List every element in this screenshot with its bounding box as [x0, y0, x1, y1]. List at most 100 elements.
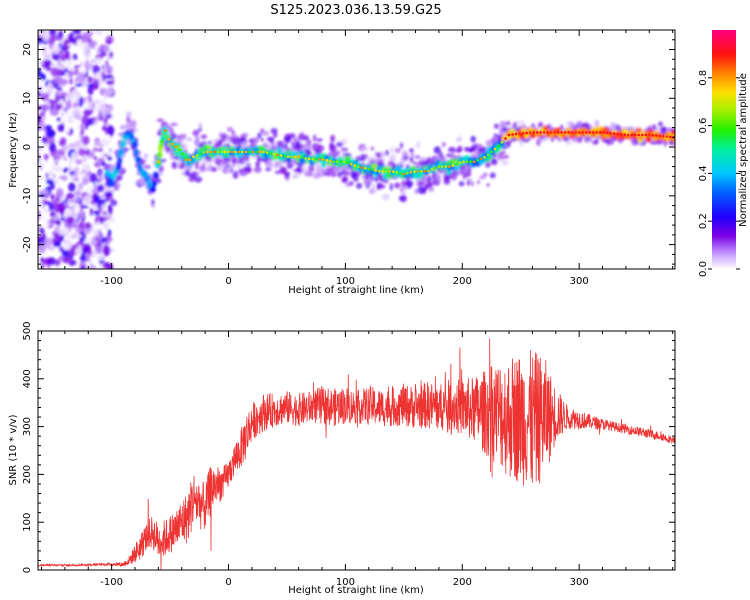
- y-tick-label: 200: [22, 465, 33, 484]
- spectrogram-cell: [72, 30, 82, 35]
- spectrogram-cell: [46, 59, 52, 66]
- spectrogram-cell: [609, 132, 612, 135]
- snr-xlabel: Height of straight line (km): [288, 585, 424, 596]
- spectrogram-cell: [38, 153, 42, 164]
- spectrogram-cell: [92, 100, 102, 104]
- y-tick-label: 300: [22, 417, 33, 436]
- spectrogram-cell: [389, 182, 393, 191]
- x-tick-label: 0: [225, 577, 231, 588]
- spectrogram-cell: [87, 76, 93, 84]
- spectrogram-cell: [430, 168, 434, 171]
- spectrogram-cell: [134, 138, 139, 142]
- spectrogram-cell: [546, 131, 549, 134]
- spectrogram-cell: [270, 141, 276, 148]
- spectrogram-cell: [81, 114, 89, 126]
- spectrogram-cell: [60, 64, 66, 71]
- spectrogram-cell: [378, 169, 381, 173]
- spectrogram-cell: [99, 195, 106, 199]
- spectrogram-cell: [69, 127, 74, 134]
- spectrogram-cell: [98, 148, 103, 152]
- spectrogram-cell: [349, 181, 354, 186]
- spectrogram-cell: [61, 175, 68, 181]
- spectrogram-cell: [38, 139, 42, 144]
- spectrogram-cell: [468, 148, 477, 152]
- spectrogram-cell: [68, 143, 75, 148]
- spectrogram-cell: [116, 183, 121, 189]
- spectrogram-cell: [83, 227, 92, 235]
- spectrogram-cell: [97, 245, 103, 255]
- spectrogram-cell: [451, 164, 455, 167]
- spectrogram-cell: [644, 133, 648, 137]
- spectrogram-cell: [307, 139, 312, 144]
- spectrogram-cell: [135, 156, 142, 164]
- spectrogram-cell: [106, 192, 112, 198]
- spectrogram-cell: [458, 181, 465, 187]
- spectrogram-cell: [637, 133, 641, 137]
- spectrogram-cell: [78, 236, 85, 243]
- spectrogram-cell: [395, 171, 399, 174]
- spectrogram-cell: [399, 171, 402, 175]
- spectrogram-cell: [205, 155, 210, 160]
- spectrogram-cell: [672, 137, 675, 144]
- spectrogram-cell: [303, 135, 310, 142]
- spectrogram-cell: [40, 61, 44, 65]
- spectrogram-cell: [511, 133, 514, 136]
- spectrogram-cell: [93, 79, 101, 83]
- spectrogram-cell: [231, 130, 235, 136]
- spectrogram-cell: [425, 181, 433, 189]
- spectrogram-cell: [325, 158, 329, 162]
- spectrogram-cell: [320, 167, 326, 174]
- spectrogram-cell: [646, 137, 652, 143]
- spectrogram-cell: [241, 150, 244, 154]
- spectrogram-cell: [72, 231, 82, 239]
- spectrogram-cell: [121, 139, 127, 147]
- spectrogram-cell: [462, 160, 465, 163]
- spectrogram-cell: [44, 153, 48, 162]
- spectrogram-cell: [95, 57, 102, 65]
- spectrogram-cell: [171, 161, 178, 169]
- colorbar-tick-label: 0.4: [698, 165, 709, 181]
- spectrogram-cell: [202, 151, 206, 154]
- spectrogram-cell: [88, 104, 92, 109]
- spectrogram-cell: [62, 168, 68, 173]
- y-tick-label: 10: [22, 92, 33, 105]
- spectrogram-cell: [499, 120, 506, 129]
- spectrogram-cell: [54, 225, 61, 234]
- spectrogram-cell: [101, 161, 106, 167]
- spectrogram-cell: [184, 170, 191, 177]
- spectrogram-cell: [56, 149, 65, 156]
- spectrogram-cell: [651, 133, 655, 137]
- spectrogram-cell: [38, 80, 45, 85]
- x-tick-label: 300: [570, 577, 589, 588]
- spectrogram-cell: [145, 174, 151, 182]
- y-tick-label: 400: [22, 369, 33, 388]
- spectrogram-cell: [206, 150, 209, 154]
- spectrogram-cell: [370, 146, 375, 151]
- spectrogram-cell: [574, 131, 577, 134]
- spectrogram-cell: [308, 164, 315, 172]
- spectrogram-cell: [50, 67, 59, 77]
- spectrogram-cell: [610, 122, 615, 129]
- spectrogram-cell: [80, 32, 89, 44]
- spectrogram-cell: [456, 137, 460, 142]
- spectrogram-cell: [400, 142, 403, 149]
- spectrogram-cell: [394, 182, 401, 189]
- spectrogram-cell: [490, 158, 498, 166]
- spectrogram-cell: [158, 144, 164, 152]
- spectrogram-cell: [93, 119, 97, 126]
- spectrogram-cell: [104, 153, 109, 157]
- spectrogram-cell: [283, 155, 286, 158]
- spectrogram-cell: [286, 155, 290, 159]
- spectrogram-cell: [257, 132, 262, 139]
- spectrogram-cell: [485, 141, 491, 145]
- spectrogram-cell: [437, 165, 441, 168]
- spectrogram-cell: [351, 171, 358, 179]
- spectrogram-cell: [290, 155, 293, 159]
- spectrogram-cell: [82, 135, 90, 145]
- spectrogram-cell: [626, 133, 630, 137]
- spectrogram-cell: [80, 205, 89, 209]
- spectrogram-cell: [104, 75, 113, 79]
- spectrogram-cell: [68, 157, 72, 166]
- spectrogram-cell: [223, 150, 227, 154]
